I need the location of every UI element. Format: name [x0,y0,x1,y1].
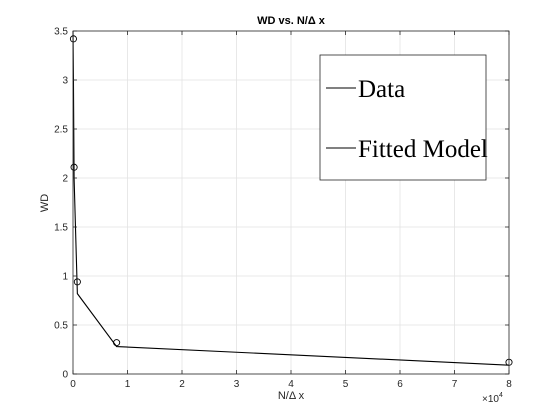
data-point [69,35,77,43]
y-tick-label: 0.5 [54,321,68,332]
y-tick-label: 1.5 [54,223,68,234]
legend-data-label: Data [358,76,405,103]
x-axis-multiplier-base: ×10 [482,394,499,405]
x-tick-label: 5 [343,379,349,390]
x-axis-label: N/Δ x [278,390,305,402]
x-tick-label: 3 [234,379,240,390]
data-point [70,163,78,171]
legend-fitted-model-label: Fitted Model [358,136,488,163]
tick-marks [72,30,510,375]
y-tick-label: 3.5 [54,27,68,38]
x-tick-label: 8 [506,379,512,390]
x-axis-multiplier: ×104 [482,392,503,405]
y-tick-labels: 0 0.5 1 1.5 2 2.5 3 3.5 [54,27,68,381]
x-tick-label: 4 [288,379,294,390]
x-tick-label: 0 [70,379,76,390]
y-tick-label: 2.5 [54,125,68,136]
y-tick-label: 2 [62,174,68,185]
x-tick-label: 6 [397,379,403,390]
legend: Data Fitted Model [319,54,488,181]
y-tick-label: 0 [62,370,68,381]
legend-box [319,54,487,181]
x-tick-label: 1 [125,379,131,390]
y-tick-label: 3 [62,76,68,87]
data-point [113,339,121,347]
x-tick-label: 7 [452,379,458,390]
chart-title: WD vs. N/Δ x [257,15,326,27]
y-axis-label: WD [39,194,51,212]
data-point [73,278,81,286]
y-tick-label: 1 [62,272,68,283]
x-axis-multiplier-exponent: 4 [499,392,503,399]
x-tick-labels: 0 1 2 3 4 5 6 7 8 [70,379,512,390]
x-tick-label: 2 [179,379,185,390]
